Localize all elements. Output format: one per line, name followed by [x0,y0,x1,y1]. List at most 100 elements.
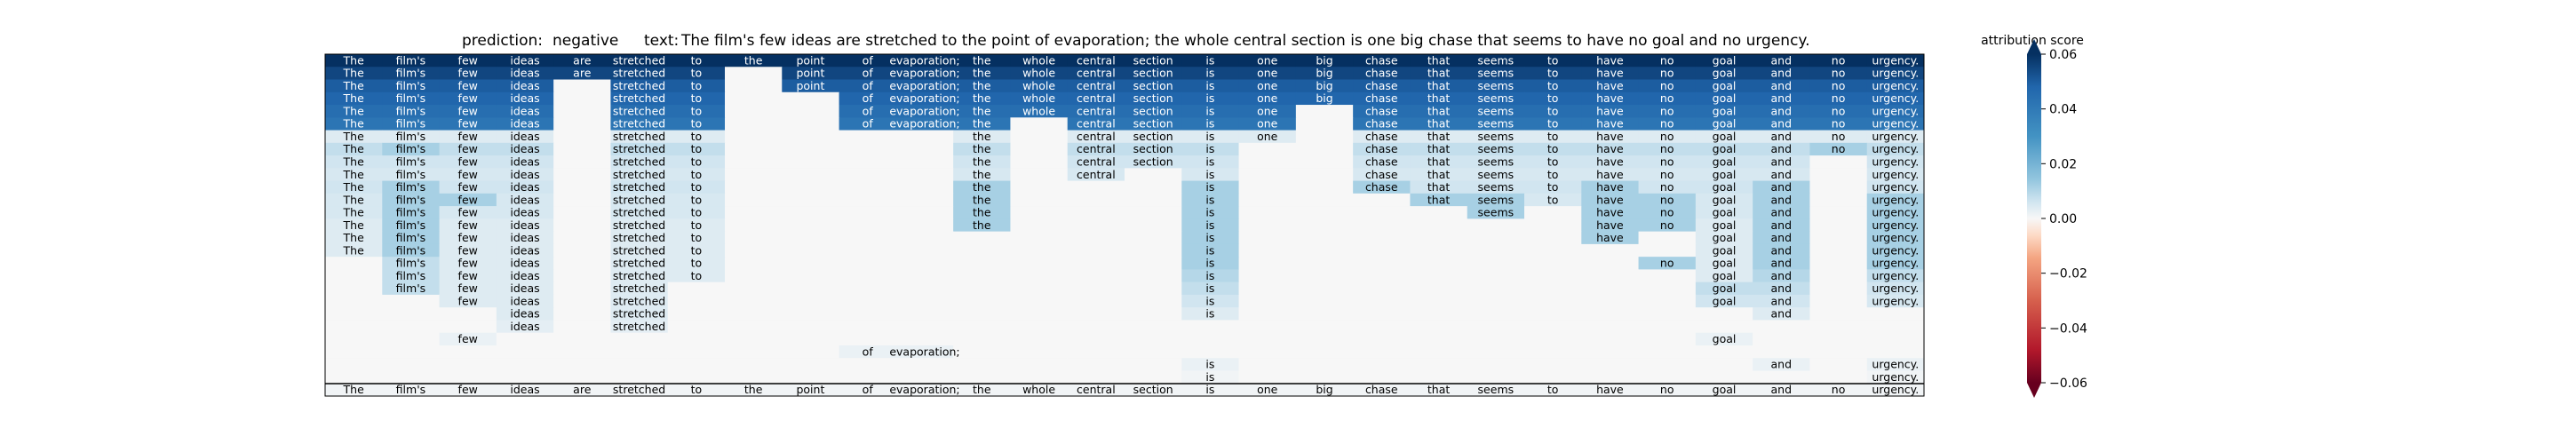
heatmap-cell [667,243,726,258]
token-label: no [1660,218,1674,232]
heatmap-cell [1125,257,1182,270]
heatmap-cell [1467,142,1525,156]
heatmap-cell [1866,294,1925,308]
token-label: The [343,67,365,80]
heatmap-cell [667,281,726,296]
heatmap-cell [1410,130,1468,144]
heatmap-cell [782,320,840,334]
heatmap-cell [839,320,897,334]
heatmap-cell [725,67,783,81]
heatmap-cell [953,294,1011,308]
heatmap-frame [324,53,1925,397]
heatmap-cell [1295,269,1354,283]
token-label: stretched [613,117,665,131]
token-label: central [1077,91,1116,105]
heatmap-cell [496,91,554,106]
token-label: goal [1713,383,1737,396]
heatmap-cell [1410,370,1468,385]
heatmap-cell [953,281,1011,296]
token-label: seems [1478,180,1515,194]
token-label: goal [1713,53,1737,67]
heatmap-token-labels: The film's few ideas are stretched to the point o… [343,53,1920,396]
heatmap-cell [895,168,954,182]
heatmap-cell [1638,307,1697,321]
heatmap-cell [1238,370,1297,385]
token-label: urgency. [1872,257,1919,270]
heatmap-cell [895,79,954,93]
heatmap-cell [782,332,840,346]
heatmap-cell [439,168,497,182]
token-label: whole [1022,67,1055,80]
heatmap-cell [1295,257,1354,270]
token-label: film's [396,383,425,396]
token-label: urgency. [1872,53,1919,67]
heatmap-cell [1181,281,1240,296]
token-label: seems [1478,79,1515,92]
heatmap-cell [1067,155,1125,169]
token-label: goal [1713,180,1737,194]
token-label: seems [1478,104,1515,117]
heatmap-cell [382,370,441,385]
heatmap-cell [1638,105,1697,118]
token-label: stretched [613,243,665,257]
heatmap-cell [1410,91,1468,106]
heatmap-cell [325,320,383,334]
heatmap-cell [1410,193,1468,207]
heatmap-cell [782,243,840,258]
token-label: stretched [613,180,665,194]
token-label: to [691,243,703,257]
heatmap-cell [496,117,554,131]
heatmap-cell [1467,54,1525,67]
heatmap-cell [1866,180,1925,194]
heatmap-cell [1581,155,1640,169]
colorbar-extend-top [2027,39,2041,54]
heatmap-cell [1010,218,1069,233]
token-label: have [1596,117,1624,131]
token-label: no [1660,193,1674,206]
heatmap-cell [1010,54,1069,67]
heatmap-cell [1866,168,1925,182]
token-label: have [1596,193,1624,206]
token-label: is [1205,117,1214,131]
heatmap-cell [839,243,897,258]
heatmap-cell [1695,358,1753,371]
heatmap-cell [610,180,669,194]
token-label: film's [396,168,425,181]
heatmap-cell [1410,54,1468,67]
heatmap-cell [439,345,497,359]
token-label: is [1205,53,1214,67]
heatmap-cell [553,218,611,233]
heatmap-cell [667,294,726,308]
heatmap-cell [895,105,954,118]
heatmap-cell [667,130,726,144]
heatmap-cell [1125,180,1182,194]
heatmap-cell [553,79,611,93]
heatmap-cell [895,117,954,131]
heatmap-cell [1809,180,1868,194]
heatmap-cell [782,294,840,308]
token-label: and [1771,130,1793,143]
heatmap-cell [1010,294,1069,308]
heatmap-cell [1238,218,1297,233]
heatmap-cell [1010,168,1069,182]
token-label: point [796,53,824,67]
heatmap-cell [725,257,783,270]
heatmap-cell [839,281,897,296]
token-label: are [573,67,592,80]
heatmap-cell [1353,130,1411,144]
heatmap-cell [1295,383,1354,397]
heatmap-cell [667,332,726,346]
token-label: film's [396,269,425,282]
heatmap-cell [1410,67,1468,81]
token-label: few [458,231,478,244]
heatmap-cell [1295,332,1354,346]
token-label: seems [1478,155,1515,169]
heatmap-cell [1125,91,1182,106]
heatmap-cell [782,67,840,81]
heatmap-cell [1866,307,1925,321]
heatmap-cell [1866,155,1925,169]
heatmap-cell [1581,67,1640,81]
heatmap-cell [1581,79,1640,93]
heatmap-cell [1295,307,1354,321]
heatmap-cell [725,218,783,233]
